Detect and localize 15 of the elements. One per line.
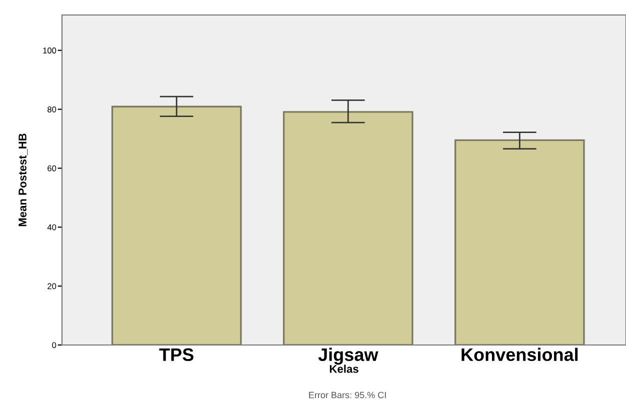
x-tick-label: TPS — [159, 348, 194, 362]
x-tick-label: Jigsaw — [318, 348, 378, 365]
y-tick-label: 20 — [48, 283, 56, 290]
x-axis-title: Kelas — [330, 364, 358, 373]
y-tick-label: 40 — [47, 224, 56, 230]
bar — [454, 139, 585, 345]
y-tick-label: 100 — [43, 48, 56, 54]
bar — [111, 106, 242, 345]
bar — [282, 111, 414, 345]
x-tick-label: Konvensional — [462, 348, 578, 362]
y-tick-label: 80 — [48, 106, 56, 112]
text: Error Bars: 95.% CI — [309, 392, 386, 398]
y-axis-title: Mean Postest_HB — [18, 134, 28, 226]
y-tick-label: 0 — [52, 342, 56, 348]
y-tick-label: 60 — [48, 165, 56, 172]
